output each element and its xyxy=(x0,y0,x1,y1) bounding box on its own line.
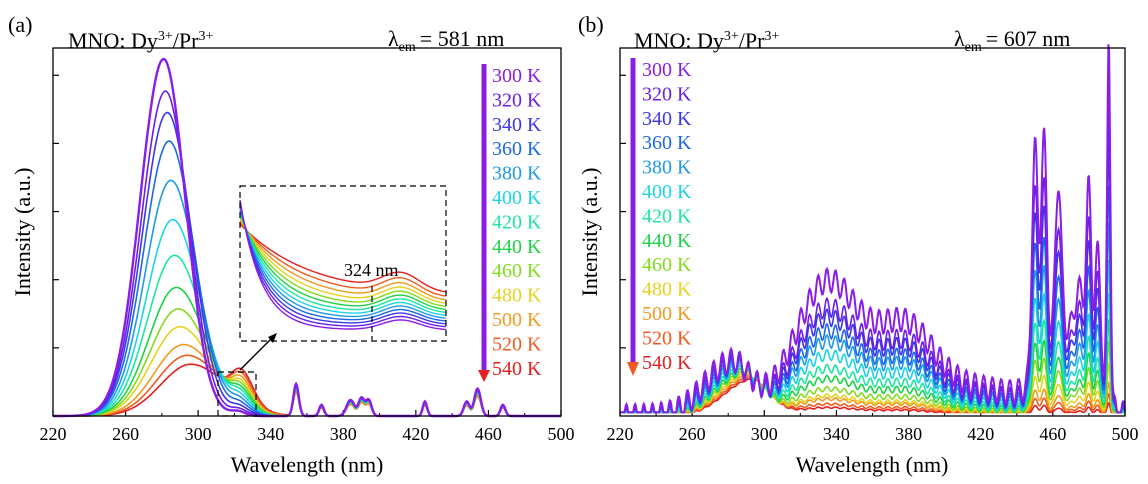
panel-a-xtick-label: 420 xyxy=(402,424,429,444)
panel-a-inset-curve xyxy=(239,207,447,319)
panel-a-xtick-label: 300 xyxy=(185,424,212,444)
panel-a-inset-curve xyxy=(239,205,447,322)
panel-a-inset-curve xyxy=(239,213,447,311)
panel-b-legend-item: 380 K xyxy=(642,157,692,179)
panel-b-ticks: 220 260 300 340 380 420 460 500 xyxy=(607,74,1139,444)
panel-b-xlabel: Wavelength (nm) xyxy=(796,452,949,477)
panel-b-curve xyxy=(620,319,1125,414)
panel-b-xtick-label: 260 xyxy=(679,424,706,444)
panel-b-curve xyxy=(620,361,1125,414)
panel-b-legend-item: 420 K xyxy=(642,205,692,227)
panel-b-curve xyxy=(620,376,1125,414)
panel-b-xtick-label: 460 xyxy=(1039,424,1066,444)
panel-b-legend-item: 400 K xyxy=(642,181,692,203)
panel-a-inset-curve xyxy=(239,215,447,307)
panel-a-inset-curves xyxy=(239,199,447,331)
panel-a-xtick-label: 340 xyxy=(257,424,284,444)
panel-b-curve xyxy=(620,44,1126,414)
panel-a-inset-curve xyxy=(239,223,447,293)
panel-b-legend-item: 460 K xyxy=(642,254,692,276)
panel-a-inset-annotation: 324 nm xyxy=(344,260,399,280)
panel-b: (b) 220 260 300 340 380 420 460 500 MNO: Dy3+/P… xyxy=(577,12,1139,477)
panel-a-xtick-label: 220 xyxy=(40,424,67,444)
panel-a-legend-item: 420 K xyxy=(492,211,542,233)
panel-a-legend-item: 360 K xyxy=(492,138,542,160)
panel-b-legend-item: 520 K xyxy=(642,327,692,349)
panel-a: (a) 220 260 300 340 380 420 460 500 MNO: Dy3+/P… xyxy=(8,12,575,477)
panel-a-ticks: 220 260 300 340 380 420 460 500 xyxy=(40,74,575,444)
panel-a-inset-curve xyxy=(239,219,447,301)
panel-b-curves xyxy=(620,44,1126,414)
panel-a-inset-curve xyxy=(239,221,447,297)
panel-b-curve xyxy=(620,373,1125,414)
panel-b-lambda: λem = 607 nm xyxy=(954,26,1070,55)
panel-a-inset-curve xyxy=(239,203,447,325)
panel-a-legend-item: 540 K xyxy=(492,358,542,380)
panel-b-xtick-label: 420 xyxy=(967,424,994,444)
panel-a-inset-curve xyxy=(239,201,447,328)
panel-b-legend-item: 360 K xyxy=(642,132,692,154)
panel-b-ylabel: Intensity (a.u.) xyxy=(577,168,602,297)
panel-a-legend-arrowhead xyxy=(478,370,490,382)
panel-a-legend-item: 380 K xyxy=(492,163,542,185)
panel-b-xtick-label: 340 xyxy=(823,424,850,444)
panel-a-label: (a) xyxy=(8,12,32,37)
panel-a-zoom-arrowhead xyxy=(268,333,277,343)
panel-a-inset-curve xyxy=(239,199,447,331)
panel-a-legend-item: 500 K xyxy=(492,309,542,331)
panel-a-xtick-label: 500 xyxy=(548,424,575,444)
panel-b-material: MNO: Dy3+/Pr3+ xyxy=(634,28,779,53)
panel-a-zoom-region xyxy=(217,371,257,417)
panel-a-lambda: λem = 581 nm xyxy=(388,26,504,55)
panel-b-xtick-label: 380 xyxy=(895,424,922,444)
panel-b-label: (b) xyxy=(578,12,604,37)
panel-a-legend-item: 440 K xyxy=(492,236,542,258)
panel-a-legend-item: 300 K xyxy=(492,65,542,87)
panel-a-xtick-label: 460 xyxy=(475,424,502,444)
panel-a-inset-curve xyxy=(239,211,447,313)
panel-b-legend-item: 500 K xyxy=(642,303,692,325)
panel-a-xlabel: Wavelength (nm) xyxy=(231,452,384,477)
panel-b-curve xyxy=(620,293,1126,414)
panel-b-legend-item: 540 K xyxy=(642,352,692,374)
panel-a-legend-item: 460 K xyxy=(492,260,542,282)
panel-b-legend-item: 480 K xyxy=(642,279,692,301)
panel-b-legend-arrowhead xyxy=(627,362,639,376)
panel-b-legend-item: 320 K xyxy=(642,83,692,105)
panel-b-xtick-label: 300 xyxy=(751,424,778,444)
panel-a-xtick-label: 380 xyxy=(330,424,357,444)
panel-b-curve xyxy=(620,378,1125,414)
panel-a-inset-curve xyxy=(239,209,447,316)
panel-b-legend-item: 300 K xyxy=(642,59,692,81)
panel-a-material: MNO: Dy3+/Pr3+ xyxy=(68,28,213,53)
panel-a-inset-frame xyxy=(239,185,447,342)
panel-a-ylabel: Intensity (a.u.) xyxy=(10,168,35,297)
panel-b-xtick-label: 500 xyxy=(1112,424,1139,444)
panel-b-curve xyxy=(620,339,1125,414)
panel-a-legend-item: 320 K xyxy=(492,89,542,111)
panel-a-legend-item: 400 K xyxy=(492,187,542,209)
panel-b-xtick-label: 220 xyxy=(607,424,634,444)
panel-a-legend-item: 340 K xyxy=(492,114,542,136)
panel-a-frame xyxy=(52,47,562,417)
panel-a-xtick-label: 260 xyxy=(112,424,139,444)
panel-b-frame xyxy=(619,47,1126,417)
panel-a-legend-item: 520 K xyxy=(492,333,542,355)
panel-a-zoom-arrow xyxy=(239,337,273,371)
panel-a-legend-item: 480 K xyxy=(492,285,542,307)
panel-a-inset-curve xyxy=(239,217,447,304)
panel-b-legend-item: 340 K xyxy=(642,108,692,130)
panel-b-legend-item: 440 K xyxy=(642,230,692,252)
